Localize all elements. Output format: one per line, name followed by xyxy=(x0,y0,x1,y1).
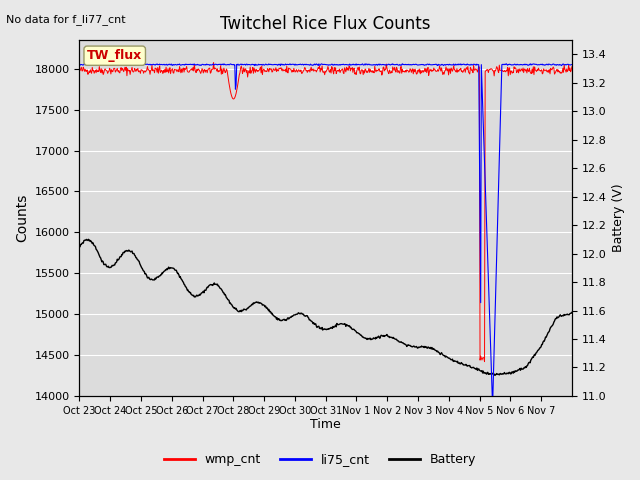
Text: TW_flux: TW_flux xyxy=(87,49,142,62)
Text: No data for f_li77_cnt: No data for f_li77_cnt xyxy=(6,14,126,25)
Y-axis label: Counts: Counts xyxy=(15,194,29,242)
Title: Twitchel Rice Flux Counts: Twitchel Rice Flux Counts xyxy=(220,15,431,33)
Legend: wmp_cnt, li75_cnt, Battery: wmp_cnt, li75_cnt, Battery xyxy=(159,448,481,471)
Y-axis label: Battery (V): Battery (V) xyxy=(612,184,625,252)
X-axis label: Time: Time xyxy=(310,419,341,432)
